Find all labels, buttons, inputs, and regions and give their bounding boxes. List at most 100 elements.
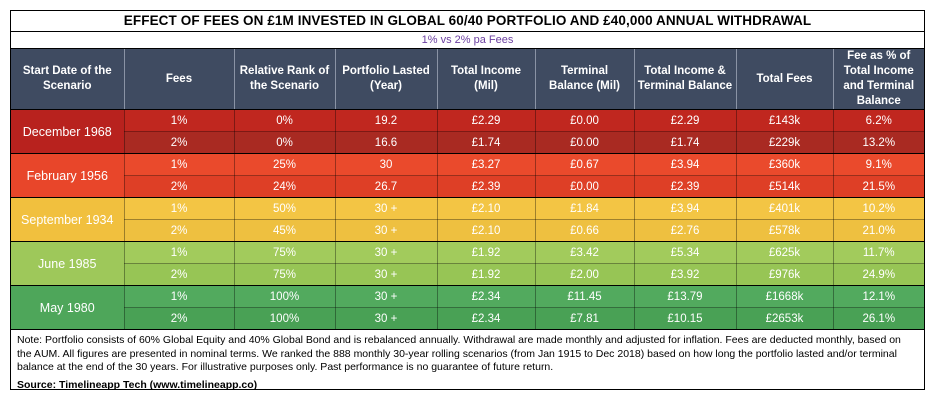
- column-header: Fees: [124, 49, 235, 110]
- table-cell: 0%: [234, 109, 336, 132]
- table-cell: £0.00: [535, 131, 635, 154]
- table-cell: £13.79: [634, 285, 737, 308]
- column-header: Portfolio Lasted (Year): [335, 49, 438, 110]
- table-cell: £229k: [736, 131, 834, 154]
- table-cell: 10.2%: [833, 197, 924, 220]
- column-header: Relative Rank of the Scenario: [234, 49, 336, 110]
- table-cell: £3.94: [634, 153, 737, 176]
- table-cell: £7.81: [535, 307, 635, 330]
- table-row: May 1980 1% 100% 30 + £2.34 £11.45 £13.79 £1668…: [11, 285, 924, 330]
- table-cell: £3.94: [634, 197, 737, 220]
- table-cell: 30 +: [335, 241, 438, 264]
- column-header: Total Fees: [736, 49, 834, 110]
- table-cell: 2%: [124, 219, 235, 242]
- table-cell: 45%: [234, 219, 336, 242]
- source-line: Source: Timelineapp Tech (www.timelineap…: [17, 378, 258, 391]
- table-cell: 75%: [234, 263, 336, 286]
- table-cell: 19.2: [335, 109, 438, 132]
- table-cell: £976k: [736, 263, 834, 286]
- table-cell: 1%: [124, 285, 235, 308]
- scenario-date-cell: September 1934: [11, 197, 125, 242]
- table-cell: £1.74: [437, 131, 536, 154]
- table-cell: 30 +: [335, 263, 438, 286]
- table-cell: £3.27: [437, 153, 536, 176]
- table-cell: £10.15: [634, 307, 737, 330]
- table-cell: £0.00: [535, 109, 635, 132]
- table-cell: £360k: [736, 153, 834, 176]
- table-cell: £143k: [736, 109, 834, 132]
- table-cell: £514k: [736, 175, 834, 198]
- table-cell: 30 +: [335, 219, 438, 242]
- table-cell: 100%: [234, 285, 336, 308]
- table-cell: 25%: [234, 153, 336, 176]
- table-cell: 50%: [234, 197, 336, 220]
- table-cell: £1668k: [736, 285, 834, 308]
- table-cell: £2.10: [437, 219, 536, 242]
- table-cell: £2.10: [437, 197, 536, 220]
- table-cell: 21.0%: [833, 219, 924, 242]
- table-cell: £1.92: [437, 263, 536, 286]
- table-cell: 100%: [234, 307, 336, 330]
- table-cell: 12.1%: [833, 285, 924, 308]
- table-cell: £2.39: [634, 175, 737, 198]
- table-row: June 1985 1% 75% 30 + £1.92 £3.42 £5.34 £625k 11…: [11, 241, 924, 286]
- table-cell: 2%: [124, 131, 235, 154]
- table-cell: 24%: [234, 175, 336, 198]
- table-cell: £625k: [736, 241, 834, 264]
- table-cell: 1%: [124, 153, 235, 176]
- table-cell: 1%: [124, 197, 235, 220]
- table-cell: 30 +: [335, 307, 438, 330]
- table-cell: £2.29: [437, 109, 536, 132]
- table-row: September 1934 1% 50% 30 + £2.10 £1.84 £3.94 £4…: [11, 197, 924, 242]
- table-cell: 1%: [124, 109, 235, 132]
- table-row: February 1956 1% 25% 30 £3.27 £0.67 £3.94 £360k…: [11, 153, 924, 198]
- table-cell: £3.92: [634, 263, 737, 286]
- table-cell: £401k: [736, 197, 834, 220]
- table-row: December 1968 1% 0% 19.2 £2.29 £0.00 £2.29 £143…: [11, 109, 924, 154]
- table-cell: 30 +: [335, 197, 438, 220]
- column-header: Terminal Balance (Mil): [535, 49, 635, 110]
- table-title: EFFECT OF FEES ON £1M INVESTED IN GLOBAL…: [11, 11, 924, 32]
- table-cell: £1.84: [535, 197, 635, 220]
- table-cell: £0.00: [535, 175, 635, 198]
- table-cell: £3.42: [535, 241, 635, 264]
- column-header: Start Date of the Scenario: [11, 49, 125, 110]
- table-row: 2% 45% 30 + £2.10 £0.66 £2.76 £578k 21.0%: [11, 219, 924, 242]
- fees-table: Start Date of the Scenario Fees Relative…: [11, 49, 924, 330]
- scenario-date-cell: May 1980: [11, 285, 125, 330]
- table-cell: £11.45: [535, 285, 635, 308]
- table-cell: 9.1%: [833, 153, 924, 176]
- table-cell: £0.66: [535, 219, 635, 242]
- column-header: Total Income & Terminal Balance: [634, 49, 737, 110]
- table-cell: £1.92: [437, 241, 536, 264]
- table-cell: 21.5%: [833, 175, 924, 198]
- table-cell: 26.1%: [833, 307, 924, 330]
- scenario-date-cell: December 1968: [11, 109, 125, 154]
- table-row: 2% 100% 30 + £2.34 £7.81 £10.15 £2653k 26.1%: [11, 307, 924, 330]
- scenario-date-cell: June 1985: [11, 241, 125, 286]
- table-cell: £2.76: [634, 219, 737, 242]
- table-cell: £578k: [736, 219, 834, 242]
- table-cell: £2.34: [437, 307, 536, 330]
- table-cell: 1%: [124, 241, 235, 264]
- table-cell: 11.7%: [833, 241, 924, 264]
- table-cell: 30 +: [335, 285, 438, 308]
- table-cell: 6.2%: [833, 109, 924, 132]
- header-row: Start Date of the Scenario Fees Relative…: [11, 49, 924, 110]
- table-row: 2% 24% 26.7 £2.39 £0.00 £2.39 £514k 21.5%: [11, 175, 924, 198]
- column-header: Fee as % of Total Income and Terminal Ba…: [833, 49, 924, 110]
- table-cell: £2653k: [736, 307, 834, 330]
- table-cell: 13.2%: [833, 131, 924, 154]
- table-cell: £2.29: [634, 109, 737, 132]
- column-header: Total Income (Mil): [437, 49, 536, 110]
- table-cell: 30: [335, 153, 438, 176]
- table-cell: 16.6: [335, 131, 438, 154]
- table-cell: 24.9%: [833, 263, 924, 286]
- table-cell: £2.34: [437, 285, 536, 308]
- table-cell: £1.74: [634, 131, 737, 154]
- table-cell: 2%: [124, 263, 235, 286]
- scenario-date-cell: February 1956: [11, 153, 125, 198]
- table-row: 2% 75% 30 + £1.92 £2.00 £3.92 £976k 24.9%: [11, 263, 924, 286]
- table-cell: £0.67: [535, 153, 635, 176]
- table-cell: £2.39: [437, 175, 536, 198]
